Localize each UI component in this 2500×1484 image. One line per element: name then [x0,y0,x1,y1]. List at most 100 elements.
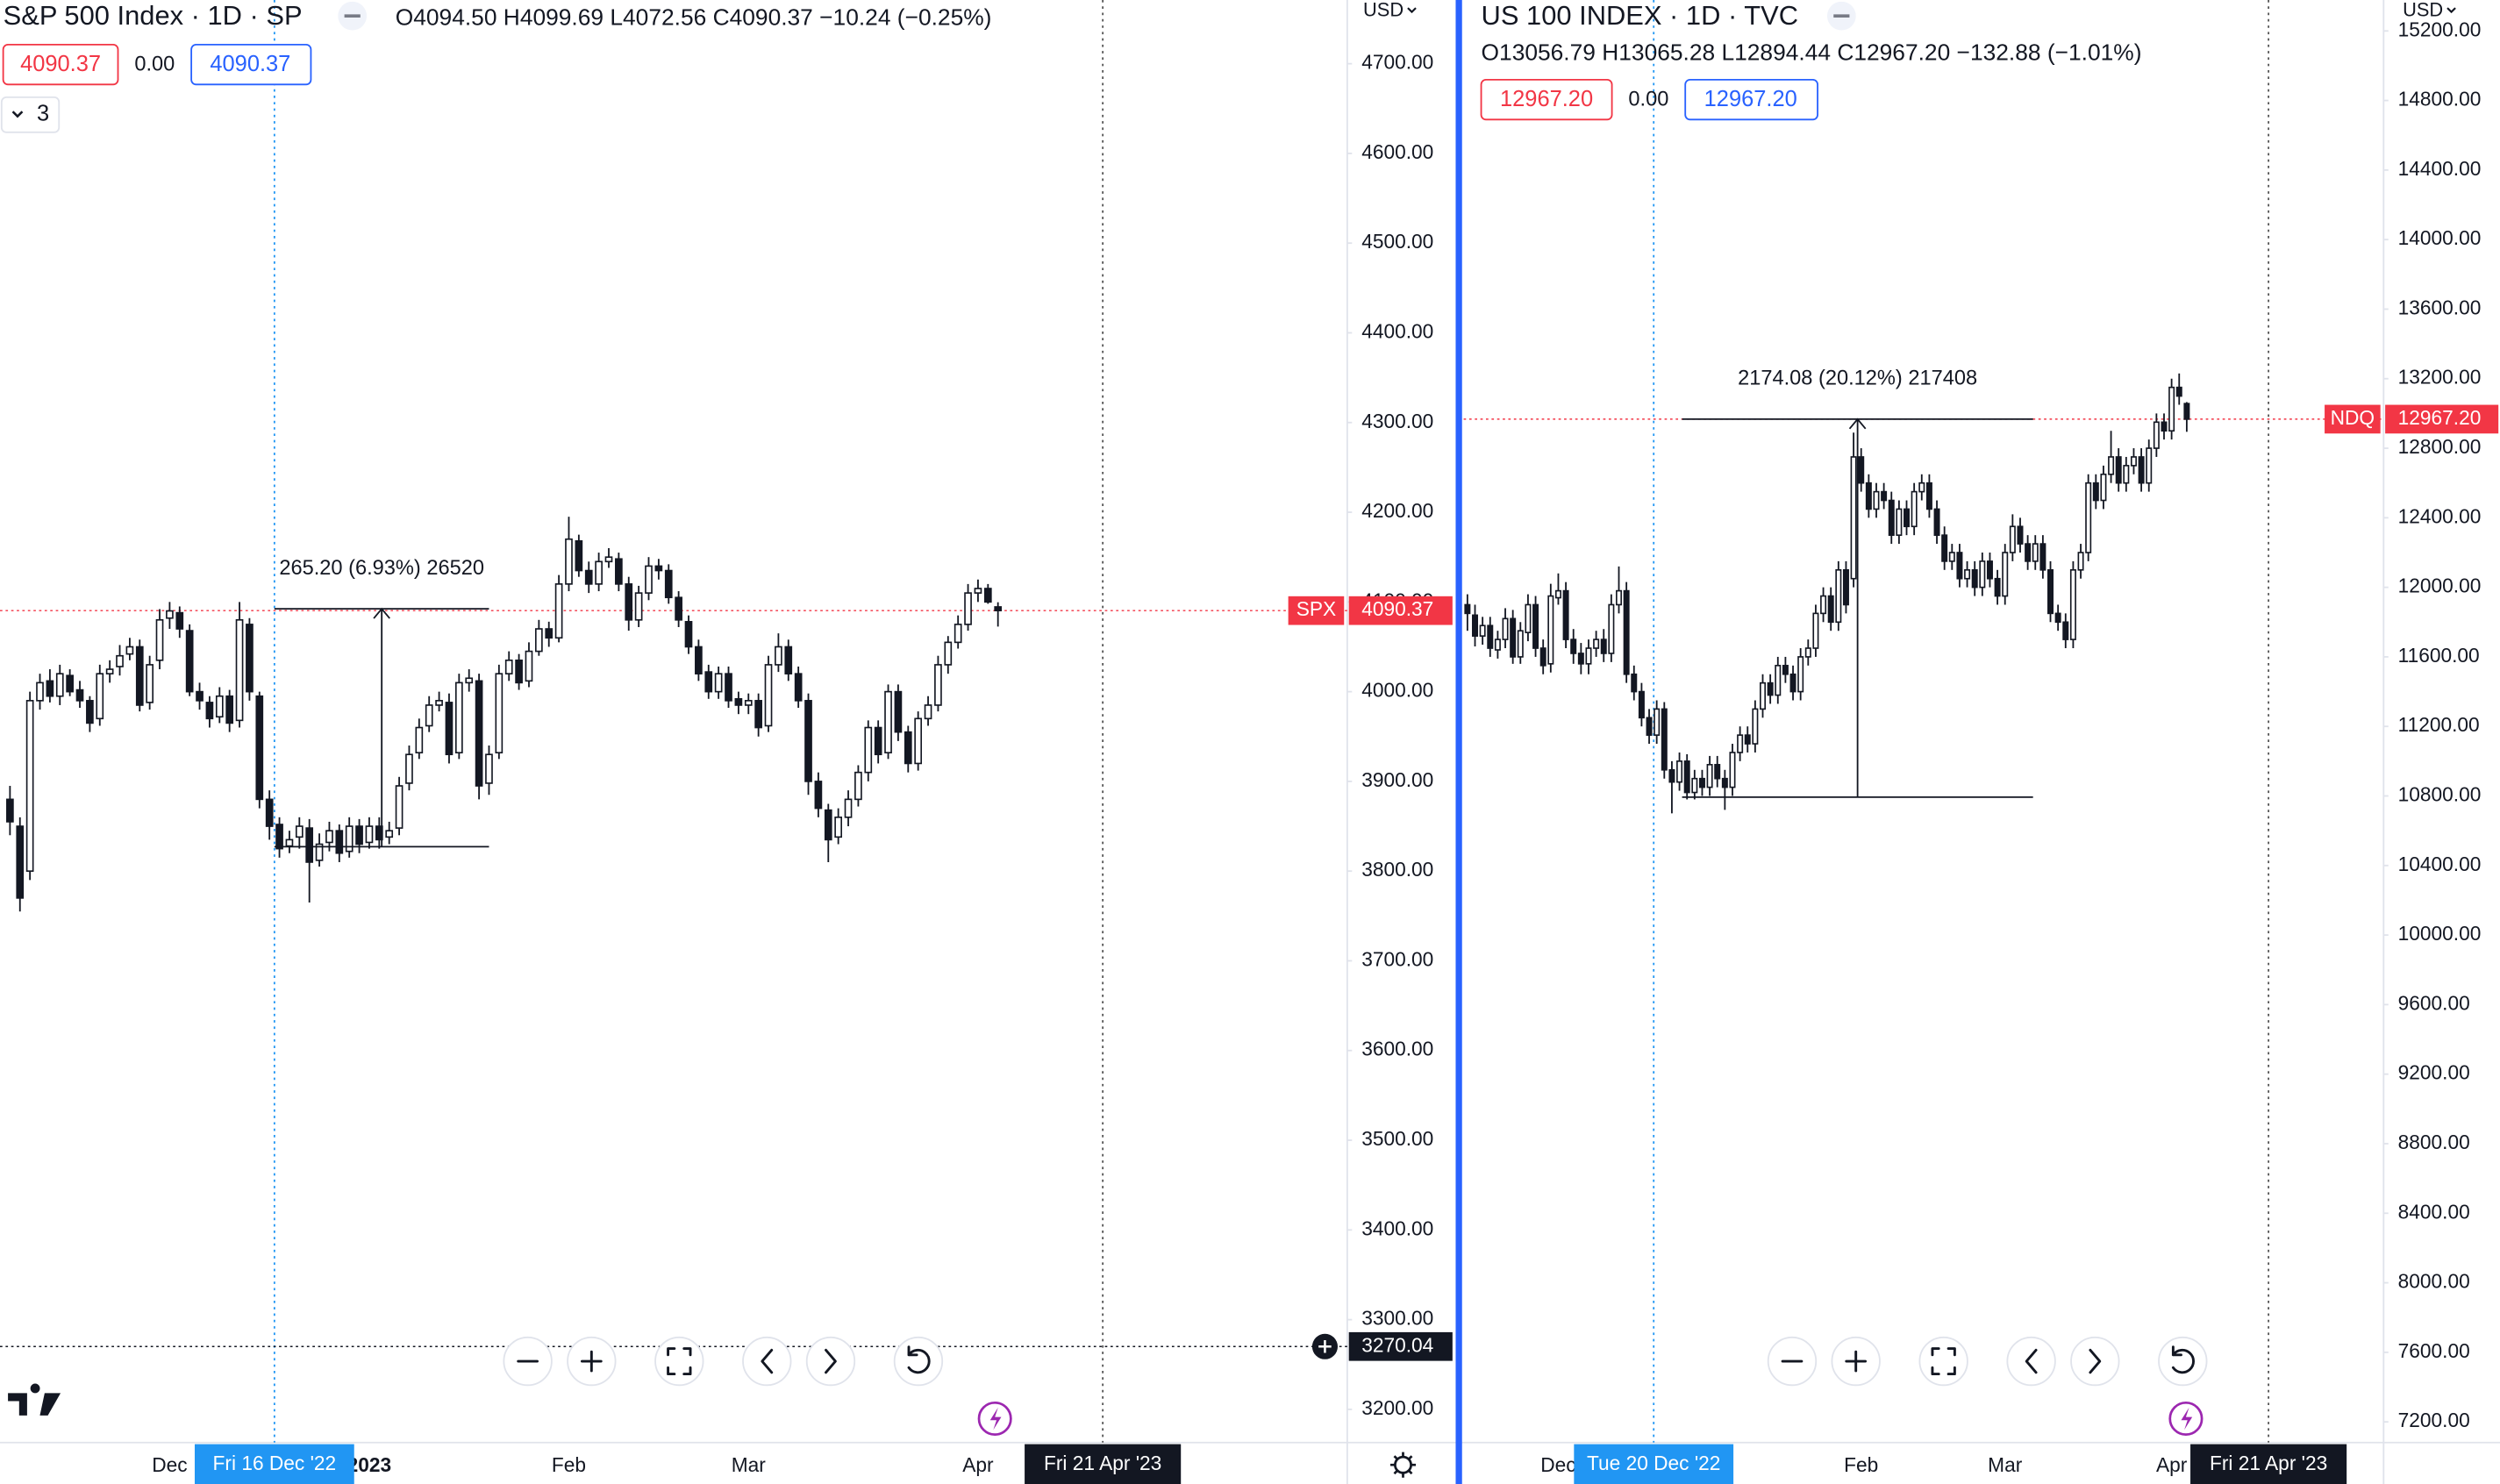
candle-body [764,664,773,727]
candle-body [405,753,413,784]
candle-body [146,664,154,703]
zoom-out-button[interactable] [503,1336,553,1387]
currency-label[interactable]: USD [1363,0,1404,20]
candle-body [695,646,703,674]
candle-body [2017,525,2024,545]
scroll-right-button[interactable] [2070,1336,2120,1387]
x-tick-label: Feb [552,1453,586,1476]
y-tick-label: 10000.00 [2398,922,2482,945]
candle-body [1494,639,1501,651]
candle-body [1873,490,1880,510]
candle-body [1487,624,1494,649]
settings-button[interactable] [1389,1452,1417,1478]
candle-body [874,726,882,756]
ohlc-legend: O4094.50 H4099.69 L4072.56 C4090.37 −10.… [396,4,992,31]
candle-body [784,646,793,674]
x-tick-label: Feb [1844,1453,1878,1476]
candle-body [2025,543,2032,562]
candle-body [964,592,972,625]
candle-body [1554,589,1561,599]
y-tick-label: 8800.00 [2398,1131,2470,1153]
scroll-left-button[interactable] [742,1336,792,1387]
y-tick-label: 3800.00 [1361,858,1433,881]
candle-body [1744,734,1751,745]
candle-body [1562,589,1569,640]
y-tick-label: 13200.00 [2398,366,2482,389]
candle-body [1683,760,1690,794]
y-tick-label: 9200.00 [2398,1061,2470,1084]
candle-body [2092,482,2099,502]
candle-body [1623,589,1630,675]
candle-body [196,690,204,702]
zoom-in-button[interactable] [1831,1336,1881,1387]
candle-body [983,588,992,603]
y-tick-label: 3300.00 [1361,1307,1433,1330]
candle-body [1706,764,1713,788]
candle-body [704,671,713,693]
candle-body [1525,603,1532,633]
candle-body [1616,589,1623,606]
candle-body [754,700,762,729]
candle-body [1775,665,1782,696]
zoom-out-button[interactable] [1767,1336,1818,1387]
candle-body [36,681,44,702]
scroll-left-button[interactable] [2006,1336,2056,1387]
crosshair-price-label: 3270.04 [1361,1333,1433,1356]
lightning-button[interactable] [977,1401,1012,1437]
candle-body [2069,568,2076,640]
candle-body [2032,543,2039,562]
price-box-label: 12967.20 [1500,87,1593,111]
y-tick-label: 14400.00 [2398,157,2482,180]
candle-body [1925,482,1932,510]
candle-body [175,611,184,630]
zoom-in-button[interactable] [567,1336,617,1387]
y-tick-label: 12800.00 [2398,435,2482,458]
chart-title: S&P 500 Index · 1D · SP [4,0,303,31]
indicator-toggle[interactable]: 3 [0,96,61,133]
candle-body [834,817,842,838]
candle-body [1888,499,1895,536]
hide-button[interactable] [1826,1,1856,31]
candle-body [1464,603,1471,615]
candle-body [2100,473,2107,502]
candle-body [1956,552,1963,580]
fullscreen-button[interactable] [654,1336,704,1387]
reset-button[interactable] [893,1336,944,1387]
candle-body [2108,456,2115,475]
lightning-button[interactable] [2168,1401,2204,1437]
currency-label[interactable]: USD [2403,0,2443,20]
candle-body [844,798,853,818]
candle-body [1600,639,1607,654]
candle-body [1608,603,1615,654]
scroll-right-button[interactable] [805,1336,856,1387]
candle-body [515,660,523,684]
candle-body [2161,421,2168,432]
candle-body [285,838,294,847]
candle-body [1646,717,1653,736]
candle-body [604,556,613,563]
candle-body [664,569,673,599]
hide-button[interactable] [338,1,368,31]
price-box-label: 4090.37 [20,52,101,76]
candle-body [1797,656,1804,693]
x-tick-label: Dec [1540,1453,1575,1476]
candle-body [684,621,693,648]
reset-button[interactable] [2158,1336,2208,1387]
y-tick-label: 8000.00 [2398,1270,2470,1293]
y-tick-label: 7200.00 [2398,1409,2470,1431]
tradingview-logo[interactable] [8,1383,61,1416]
candle-body [96,673,104,720]
candle-body [235,618,244,722]
candle-body [1933,508,1940,536]
spread-label: 0.00 [134,54,175,76]
price-box [1480,78,1613,121]
candle-body [265,798,274,827]
candle-body [904,731,912,765]
zoom-toolbar [503,1336,2208,1387]
price-box-label: 12967.20 [1704,87,1797,111]
candle-body [125,646,134,655]
candle-body [6,798,14,823]
candle-body [974,588,982,594]
fullscreen-button[interactable] [1918,1336,1968,1387]
